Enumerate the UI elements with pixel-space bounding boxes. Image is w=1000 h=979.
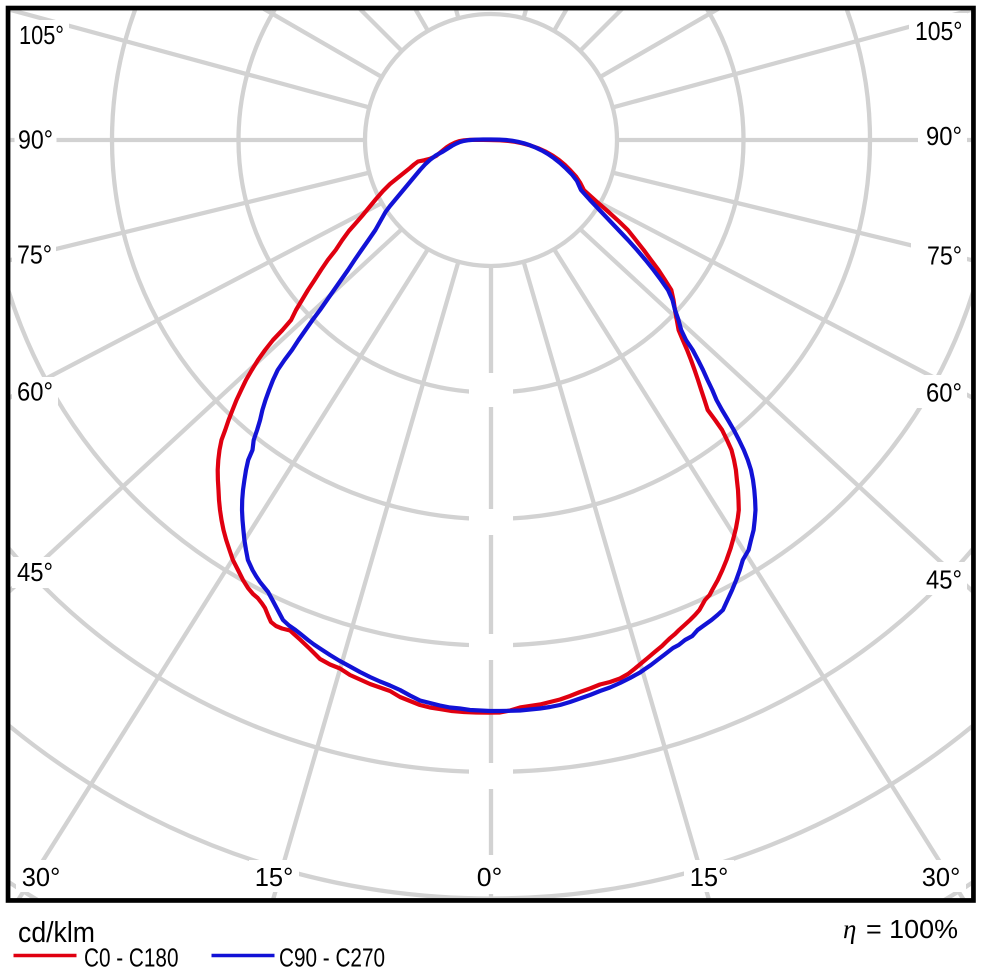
svg-text:0°: 0°: [477, 864, 503, 892]
svg-text:60°: 60°: [926, 380, 962, 408]
svg-text:90°: 90°: [926, 123, 962, 151]
svg-text:75°: 75°: [927, 243, 962, 271]
svg-text:15°: 15°: [255, 864, 294, 892]
svg-text:105°: 105°: [19, 22, 64, 50]
svg-text:C90 - C270: C90 - C270: [279, 945, 385, 973]
svg-text:30°: 30°: [22, 864, 61, 892]
svg-text:η: η: [843, 914, 856, 944]
svg-text:45°: 45°: [17, 559, 53, 587]
svg-text:60°: 60°: [17, 379, 53, 407]
svg-text:C0 - C180: C0 - C180: [84, 945, 179, 973]
svg-text:90°: 90°: [18, 127, 53, 155]
svg-text:45°: 45°: [926, 567, 962, 595]
svg-text:30°: 30°: [922, 864, 961, 892]
svg-text:75°: 75°: [17, 242, 52, 270]
svg-text:15°: 15°: [690, 864, 729, 892]
svg-text:cd/klm: cd/klm: [18, 917, 95, 949]
svg-text:105°: 105°: [915, 18, 963, 46]
svg-text:= 100%: = 100%: [866, 916, 958, 944]
